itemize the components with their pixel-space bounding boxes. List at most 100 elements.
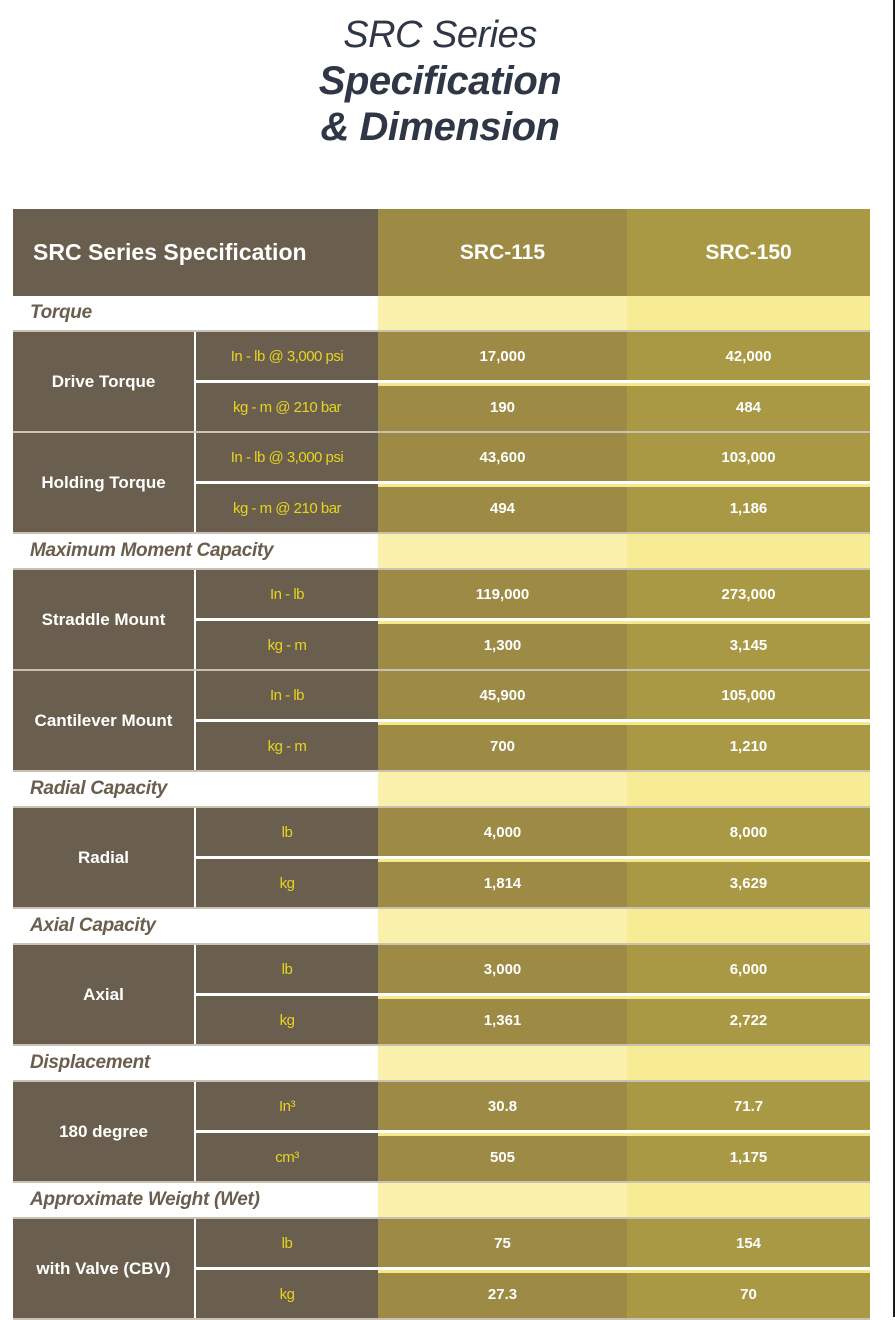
section-header: Torque xyxy=(13,296,870,330)
section-title: Maximum Moment Capacity xyxy=(13,534,378,568)
section-fill-src-150 xyxy=(627,909,870,943)
section-fill-src-115 xyxy=(378,909,627,943)
unit-label: In - lb @ 3,000 psi xyxy=(196,332,378,380)
spec-table: SRC Series Specification SRC-115 SRC-150… xyxy=(13,209,870,1320)
value-src-115: 505 xyxy=(378,1133,627,1181)
table-row: In - lb 45,900 105,000 xyxy=(196,671,870,719)
unit-label: kg xyxy=(196,859,378,907)
unit-label: kg - m xyxy=(196,722,378,770)
table-row: In³ 30.8 71.7 xyxy=(196,1082,870,1130)
value-src-115: 1,300 xyxy=(378,621,627,669)
spec-group: Straddle Mount In - lb 119,000 273,000 kg - … xyxy=(13,568,870,669)
table-row: lb 3,000 6,000 xyxy=(196,945,870,993)
unit-label: kg - m @ 210 bar xyxy=(196,484,378,532)
value-src-150: 484 xyxy=(627,383,870,431)
value-src-115: 27.3 xyxy=(378,1270,627,1318)
group-divider xyxy=(13,770,870,772)
section-title: Radial Capacity xyxy=(13,772,378,806)
group-divider xyxy=(13,532,870,534)
value-src-115: 700 xyxy=(378,722,627,770)
table-row: kg - m 1,300 3,145 xyxy=(196,618,870,669)
value-src-150: 3,145 xyxy=(627,621,870,669)
group-divider xyxy=(13,1181,870,1183)
section-header: Maximum Moment Capacity xyxy=(13,534,870,568)
unit-label: In - lb xyxy=(196,671,378,719)
table-header: SRC Series Specification SRC-115 SRC-150 xyxy=(13,209,870,296)
value-src-115: 119,000 xyxy=(378,570,627,618)
value-src-115: 45,900 xyxy=(378,671,627,719)
value-src-150: 1,175 xyxy=(627,1133,870,1181)
section-fill-src-150 xyxy=(627,1183,870,1217)
table-body: Torque Drive Torque In - lb @ 3,000 psi 17,… xyxy=(13,296,870,1320)
spec-group: Holding Torque In - lb @ 3,000 psi 43,600 1… xyxy=(13,431,870,532)
value-src-115: 43,600 xyxy=(378,433,627,481)
value-src-150: 3,629 xyxy=(627,859,870,907)
section-header: Radial Capacity xyxy=(13,772,870,806)
value-src-115: 17,000 xyxy=(378,332,627,380)
table-row: In - lb @ 3,000 psi 17,000 42,000 xyxy=(196,332,870,380)
table-row: In - lb 119,000 273,000 xyxy=(196,570,870,618)
value-src-115: 30.8 xyxy=(378,1082,627,1130)
value-src-150: 71.7 xyxy=(627,1082,870,1130)
group-rows: lb 75 154 kg 27.3 70 xyxy=(196,1219,870,1318)
group-name: Holding Torque xyxy=(13,433,196,532)
value-src-115: 190 xyxy=(378,383,627,431)
section-fill-src-115 xyxy=(378,1183,627,1217)
section-fill-src-115 xyxy=(378,534,627,568)
value-src-150: 42,000 xyxy=(627,332,870,380)
section-header: Displacement xyxy=(13,1046,870,1080)
group-name: Cantilever Mount xyxy=(13,671,196,770)
value-src-115: 4,000 xyxy=(378,808,627,856)
group-rows: In - lb @ 3,000 psi 43,600 103,000 kg - m @… xyxy=(196,433,870,532)
unit-label: kg xyxy=(196,1270,378,1318)
group-rows: In - lb 119,000 273,000 kg - m 1,300 3,145 xyxy=(196,570,870,669)
table-row: lb 4,000 8,000 xyxy=(196,808,870,856)
spec-group: Axial lb 3,000 6,000 kg 1,361 2,722 xyxy=(13,943,870,1044)
section-fill-src-150 xyxy=(627,296,870,330)
table-row: kg - m @ 210 bar 494 1,186 xyxy=(196,481,870,532)
value-src-150: 154 xyxy=(627,1219,870,1267)
section-fill-src-150 xyxy=(627,1046,870,1080)
value-src-150: 1,210 xyxy=(627,722,870,770)
value-src-115: 1,361 xyxy=(378,996,627,1044)
header-model-src-150: SRC-150 xyxy=(627,209,870,296)
group-rows: lb 4,000 8,000 kg 1,814 3,629 xyxy=(196,808,870,907)
table-row: In - lb @ 3,000 psi 43,600 103,000 xyxy=(196,433,870,481)
section-fill-src-115 xyxy=(378,1046,627,1080)
group-rows: In - lb 45,900 105,000 kg - m 700 1,210 xyxy=(196,671,870,770)
table-row: kg 1,814 3,629 xyxy=(196,856,870,907)
unit-label: kg - m @ 210 bar xyxy=(196,383,378,431)
section-title: Torque xyxy=(13,296,378,330)
table-row: kg 27.3 70 xyxy=(196,1267,870,1318)
unit-label: kg xyxy=(196,996,378,1044)
value-src-115: 3,000 xyxy=(378,945,627,993)
unit-label: lb xyxy=(196,1219,378,1267)
section-header: Axial Capacity xyxy=(13,909,870,943)
unit-label: In - lb @ 3,000 psi xyxy=(196,433,378,481)
page-edge-divider xyxy=(893,0,895,1317)
value-src-115: 75 xyxy=(378,1219,627,1267)
value-src-150: 2,722 xyxy=(627,996,870,1044)
group-divider xyxy=(13,907,870,909)
value-src-115: 494 xyxy=(378,484,627,532)
group-name: Drive Torque xyxy=(13,332,196,431)
value-src-150: 105,000 xyxy=(627,671,870,719)
table-row: kg - m 700 1,210 xyxy=(196,719,870,770)
table-row: kg 1,361 2,722 xyxy=(196,993,870,1044)
spec-group: Drive Torque In - lb @ 3,000 psi 17,000 42,… xyxy=(13,330,870,431)
spec-group: 180 degree In³ 30.8 71.7 cm³ 505 1,175 xyxy=(13,1080,870,1181)
group-rows: lb 3,000 6,000 kg 1,361 2,722 xyxy=(196,945,870,1044)
section-fill-src-115 xyxy=(378,296,627,330)
header-label: SRC Series Specification xyxy=(13,209,378,296)
table-row: lb 75 154 xyxy=(196,1219,870,1267)
value-src-150: 273,000 xyxy=(627,570,870,618)
value-src-150: 8,000 xyxy=(627,808,870,856)
group-name: with Valve (CBV) xyxy=(13,1219,196,1318)
title-dimension: & Dimension xyxy=(320,105,560,149)
group-rows: In³ 30.8 71.7 cm³ 505 1,175 xyxy=(196,1082,870,1181)
spec-group: Cantilever Mount In - lb 45,900 105,000 kg -… xyxy=(13,669,870,770)
unit-label: lb xyxy=(196,808,378,856)
unit-label: In³ xyxy=(196,1082,378,1130)
group-name: Axial xyxy=(13,945,196,1044)
value-src-115: 1,814 xyxy=(378,859,627,907)
